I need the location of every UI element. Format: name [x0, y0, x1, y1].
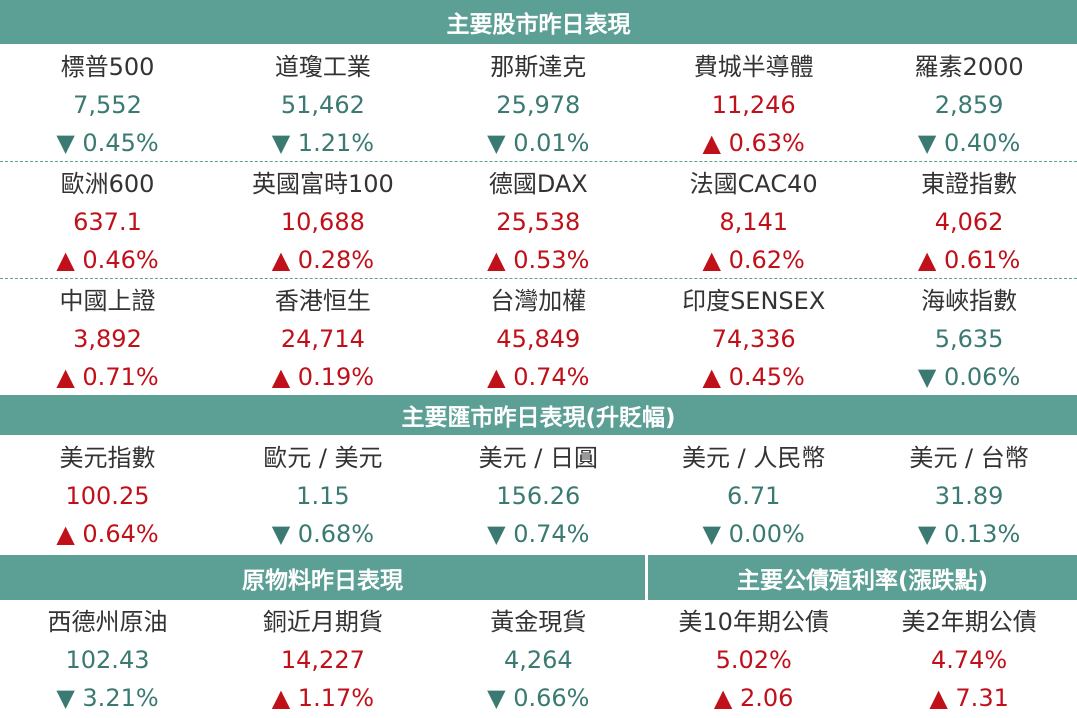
item-name: 台灣加權 — [490, 287, 587, 315]
row-divider — [0, 278, 1077, 279]
item-value: 7,552 — [73, 91, 142, 119]
item-value: 51,462 — [280, 91, 365, 119]
item-value: 637.1 — [73, 208, 142, 236]
item-name: 中國上證 — [59, 287, 156, 315]
item-name: 道瓊工業 — [274, 53, 371, 81]
item-change: ▼ 3.21% — [56, 684, 159, 712]
item-change: ▲ 2.06 — [713, 684, 794, 712]
item-value: 102.43 — [65, 646, 150, 674]
item-value: 6.71 — [726, 482, 781, 510]
item-change: ▼ 0.01% — [487, 129, 590, 157]
row-divider — [0, 161, 1077, 162]
item-name: 美元指數 — [59, 444, 156, 472]
item-value: 1.15 — [296, 482, 350, 510]
item-change: ▲ 7.31 — [929, 684, 1009, 712]
item-change: ▼ 0.68% — [271, 520, 375, 548]
item-name: 美元 / 日圓 — [478, 444, 598, 472]
item-name: 香港恒生 — [274, 287, 371, 315]
item-change: ▼ 0.13% — [917, 520, 1021, 548]
item-change: ▲ 0.71% — [56, 363, 159, 391]
item-change: ▲ 0.19% — [271, 363, 375, 391]
item-name: 印度SENSEX — [682, 287, 826, 315]
item-change: ▲ 0.46% — [56, 246, 159, 274]
item-change: ▲ 0.28% — [271, 246, 375, 274]
item-name: 海峽指數 — [921, 287, 1018, 315]
item-value: 4.74% — [930, 646, 1008, 674]
item-name: 德國DAX — [488, 170, 588, 198]
item-value: 8,141 — [719, 208, 789, 236]
item-value: 25,978 — [496, 91, 581, 119]
item-name: 費城半導體 — [693, 53, 814, 81]
item-name: 歐元 / 美元 — [263, 444, 383, 472]
item-value: 5.02% — [715, 646, 792, 674]
item-value: 14,227 — [280, 646, 365, 674]
item-name: 西德州原油 — [47, 608, 168, 636]
item-name: 東證指數 — [921, 170, 1018, 198]
item-value: 31.89 — [934, 482, 1004, 510]
item-change: ▲ 0.63% — [702, 129, 805, 157]
item-change: ▼ 1.21% — [271, 129, 375, 157]
section-header: 主要股市昨日表現 — [0, 0, 1077, 44]
item-name: 那斯達克 — [490, 53, 587, 81]
item-name: 歐洲600 — [60, 170, 155, 198]
item-change: ▲ 0.74% — [487, 363, 590, 391]
item-change: ▲ 0.61% — [917, 246, 1021, 274]
item-change: ▼ 0.40% — [917, 129, 1021, 157]
item-value: 100.25 — [65, 482, 150, 510]
item-change: ▲ 0.64% — [56, 520, 159, 548]
item-change: ▼ 0.45% — [56, 129, 159, 157]
item-value: 156.26 — [496, 482, 581, 510]
item-change: ▲ 0.45% — [702, 363, 805, 391]
item-change: ▼ 0.06% — [917, 363, 1021, 391]
item-value: 4,062 — [934, 208, 1004, 236]
item-value: 45,849 — [496, 325, 581, 353]
item-name: 銅近月期貨 — [262, 608, 383, 636]
item-change: ▲ 1.17% — [271, 684, 375, 712]
item-name: 英國富時100 — [251, 170, 394, 198]
item-value: 3,892 — [73, 325, 142, 353]
item-change: ▼ 0.00% — [702, 520, 805, 548]
item-value: 25,538 — [496, 208, 581, 236]
item-change: ▼ 0.66% — [487, 684, 590, 712]
item-change: ▼ 0.74% — [487, 520, 590, 548]
item-name: 美2年期公債 — [901, 608, 1037, 636]
item-name: 黃金現貨 — [490, 608, 587, 636]
item-value: 4,264 — [503, 646, 573, 674]
item-name: 標普500 — [60, 53, 155, 81]
item-value: 2,859 — [934, 91, 1004, 119]
item-value: 24,714 — [280, 325, 365, 353]
item-name: 美10年期公債 — [678, 608, 829, 636]
section-header: 主要公債殖利率(漲跌點) — [648, 555, 1077, 600]
item-value: 5,635 — [934, 325, 1004, 353]
section-header: 原物料昨日表現 — [0, 555, 645, 600]
item-name: 美元 / 台幣 — [909, 444, 1029, 472]
item-name: 法國CAC40 — [689, 170, 818, 198]
item-value: 11,246 — [711, 91, 796, 119]
item-value: 10,688 — [280, 208, 365, 236]
section-header: 主要匯市昨日表現(升貶幅) — [0, 395, 1077, 435]
item-name: 羅素2000 — [914, 53, 1024, 81]
item-name: 美元 / 人民幣 — [682, 444, 826, 472]
item-change: ▲ 0.53% — [487, 246, 590, 274]
item-value: 74,336 — [711, 325, 796, 353]
item-change: ▲ 0.62% — [702, 246, 805, 274]
